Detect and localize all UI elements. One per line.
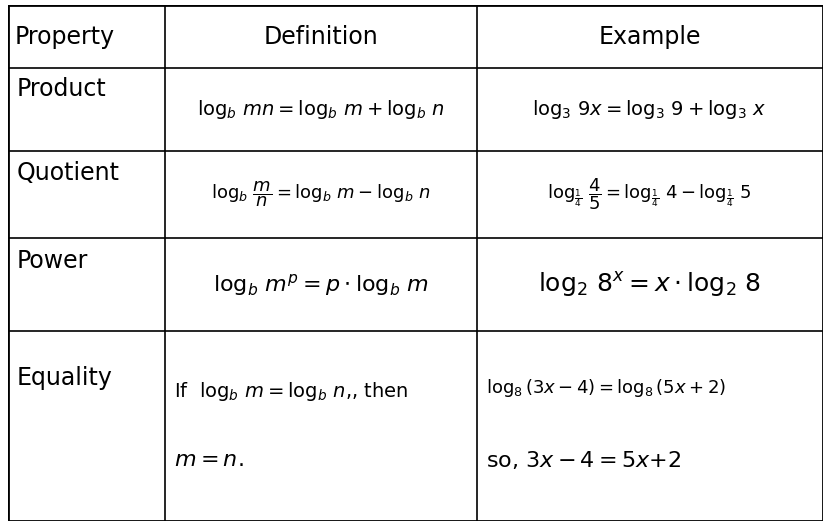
Text: Property: Property [15, 25, 115, 49]
Text: Example: Example [598, 25, 701, 49]
Text: Product: Product [17, 77, 106, 101]
Text: If  $\log_{b}\, m = \log_{b}\, n$,, then: If $\log_{b}\, m = \log_{b}\, n$,, then [175, 380, 409, 403]
Text: so, $3x - 4 = 5x{+}2$: so, $3x - 4 = 5x{+}2$ [486, 449, 681, 471]
Text: Power: Power [17, 249, 88, 274]
Text: Definition: Definition [263, 25, 378, 49]
Text: $\log_{b}\, \dfrac{m}{n} = \log_{b}\, m - \log_{b}\, n$: $\log_{b}\, \dfrac{m}{n} = \log_{b}\, m … [211, 179, 430, 209]
Text: $\log_{8}(3x - 4) = \log_{8}(5x + 2)$: $\log_{8}(3x - 4) = \log_{8}(5x + 2)$ [486, 377, 726, 399]
Text: $\log_{3}\, 9x = \log_{3}\, 9 + \log_{3}\, x$: $\log_{3}\, 9x = \log_{3}\, 9 + \log_{3}… [533, 98, 767, 121]
Text: $\log_{b}\, m^{p} = p \cdot \log_{b}\, m$: $\log_{b}\, m^{p} = p \cdot \log_{b}\, m… [213, 271, 429, 298]
Text: $\log_{b}\, mn = \log_{b}\, m + \log_{b}\, n$: $\log_{b}\, mn = \log_{b}\, m + \log_{b}… [197, 98, 445, 121]
Text: $\log_{2}\, 8^{x} = x \cdot \log_{2}\, 8$: $\log_{2}\, 8^{x} = x \cdot \log_{2}\, 8… [538, 270, 761, 299]
Text: Quotient: Quotient [17, 160, 120, 185]
Text: $m = n$.: $m = n$. [175, 450, 244, 470]
Text: $\log_{\frac{1}{4}}\, \dfrac{4}{5} = \log_{\frac{1}{4}}\, 4 - \log_{\frac{1}{4}}: $\log_{\frac{1}{4}}\, \dfrac{4}{5} = \lo… [548, 177, 752, 213]
Text: Equality: Equality [17, 367, 112, 390]
